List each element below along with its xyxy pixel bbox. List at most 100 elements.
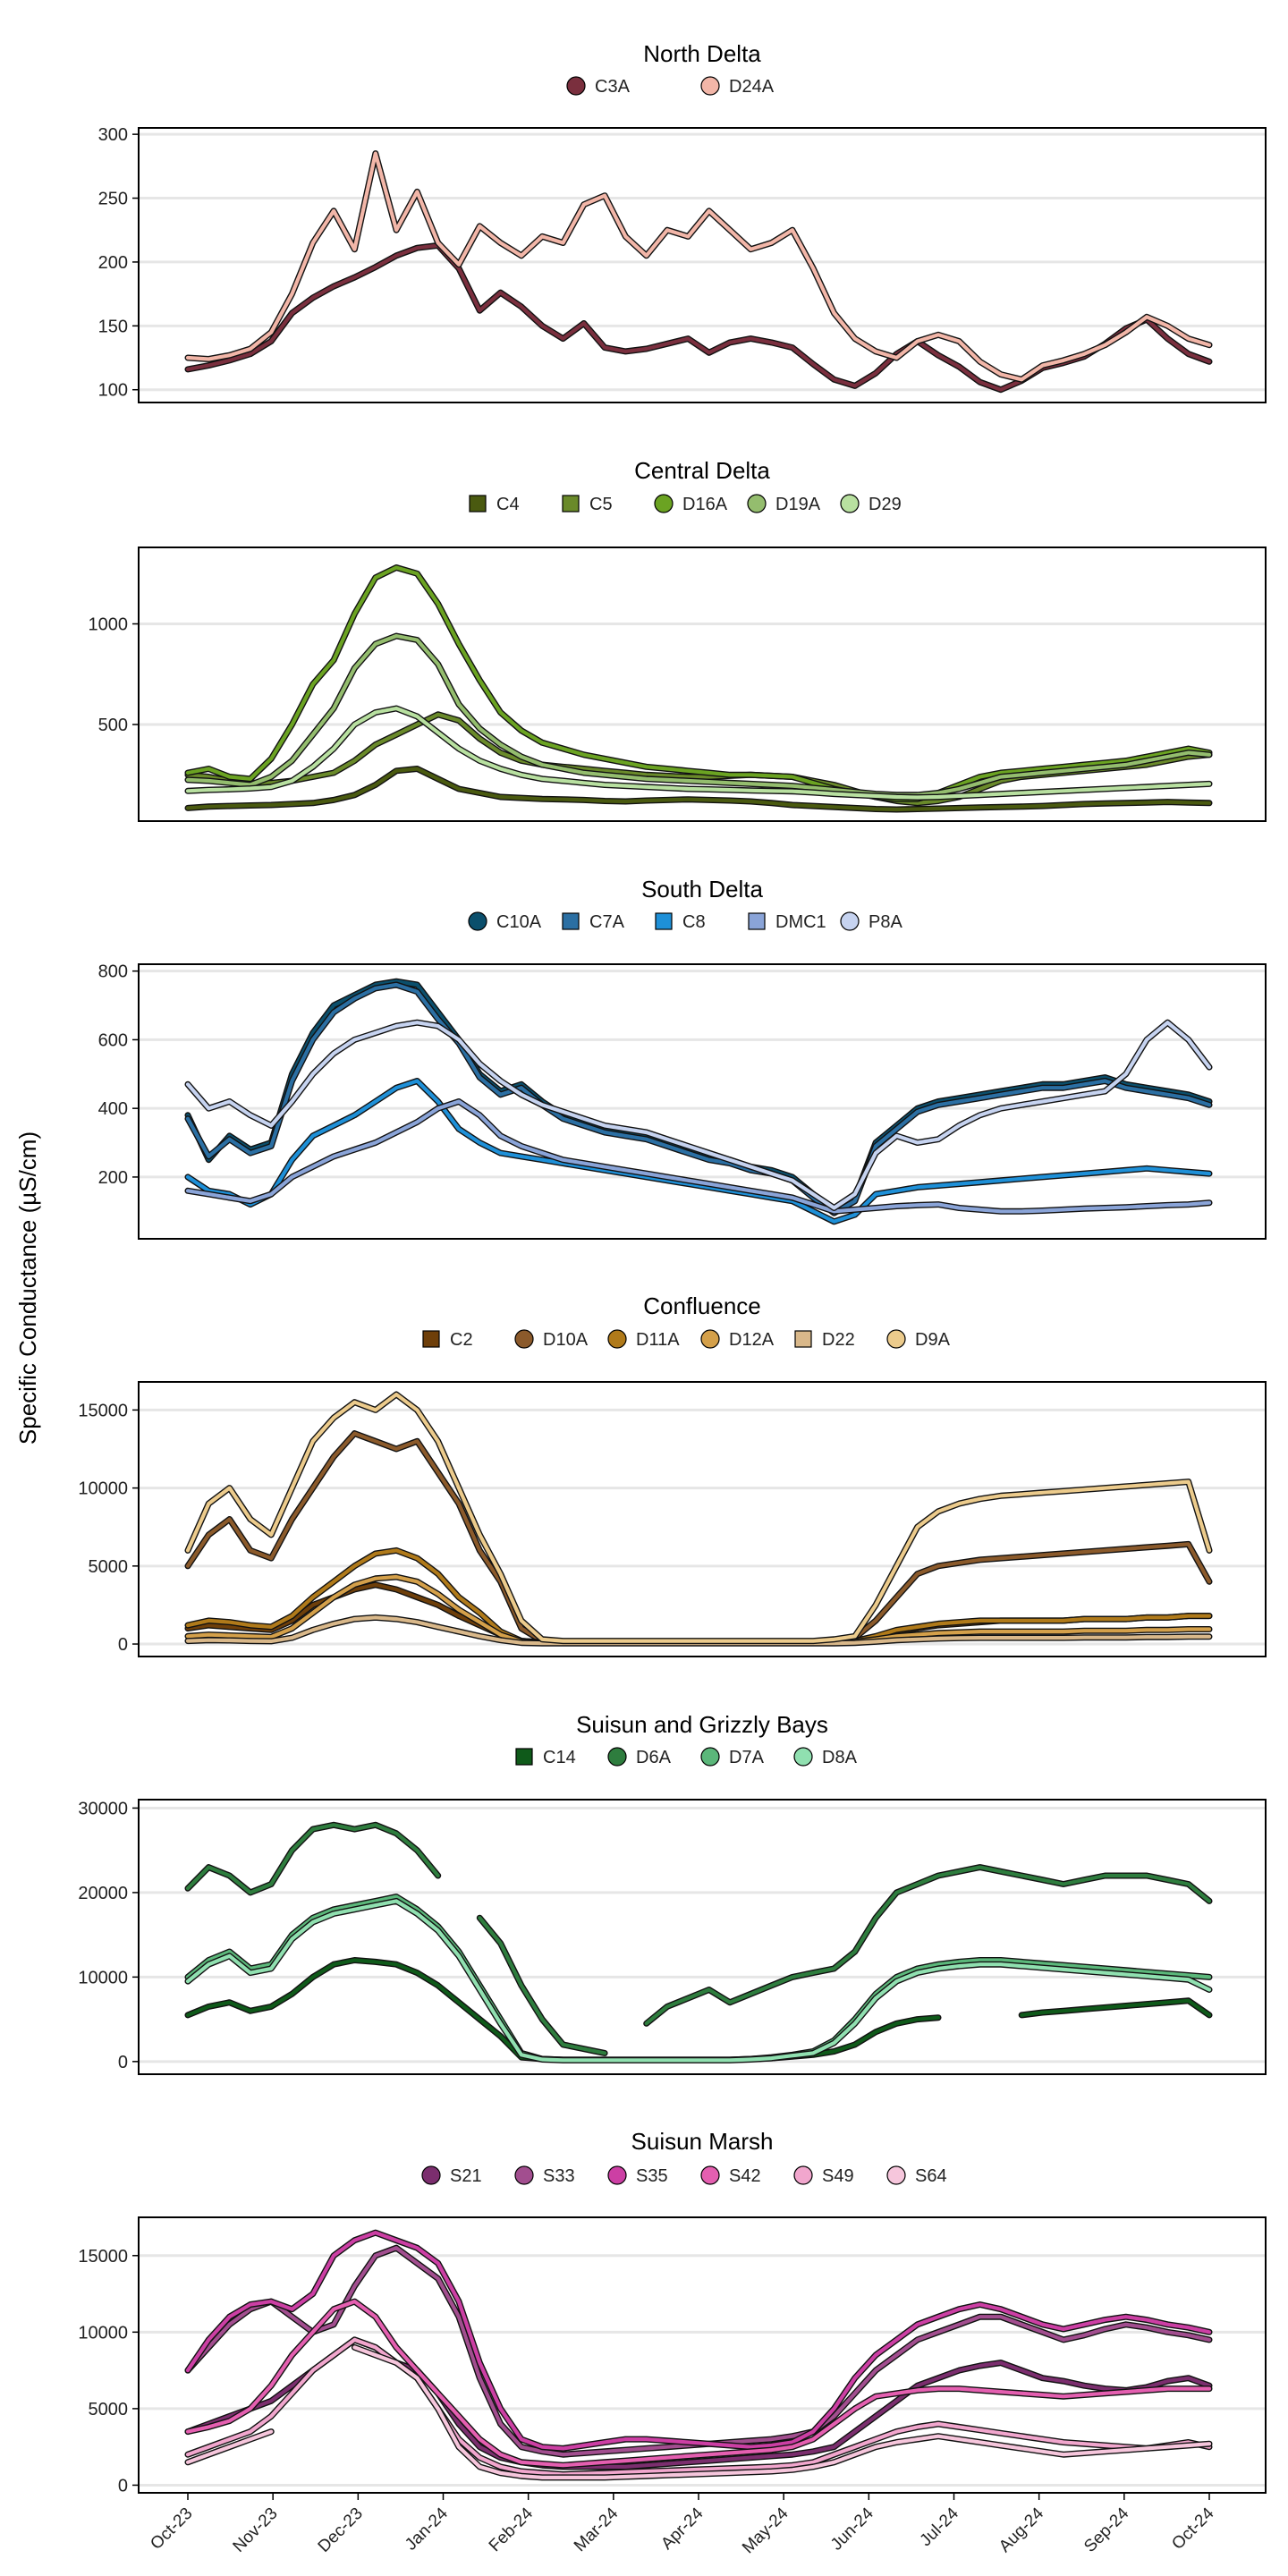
legend-label: D24A (729, 77, 775, 97)
plot-frame (138, 547, 1267, 822)
legend-label: C8 (682, 912, 706, 932)
panel-1: Central Delta C4 C5 D16A D19A D29 500 1000 (89, 457, 1267, 822)
legend-key-square (794, 1330, 812, 1348)
panel-title: Central Delta (634, 457, 770, 484)
legend-label: D19A (775, 495, 821, 514)
panel-2: South Delta C10A C7A C8 DMC1 P8A 200 400 600 800 (98, 876, 1267, 1240)
legend-label: D22 (822, 1330, 855, 1350)
legend-label: S42 (729, 2166, 761, 2186)
legend-label: S35 (636, 2166, 668, 2186)
legend-key-circle (566, 76, 586, 96)
series-line-d6a (644, 1865, 1212, 2026)
legend-item-d9a: D9A (886, 1329, 951, 1350)
panel-title: South Delta (641, 876, 763, 902)
legend-label: D12A (729, 1330, 775, 1350)
legend-label: S49 (822, 2166, 854, 2186)
legend-item-s33: S33 (514, 2165, 575, 2186)
legend-item-d22: D22 (794, 1330, 855, 1350)
y-tick-label: 15000 (78, 1401, 128, 1420)
legend-item-s49: S49 (793, 2165, 854, 2186)
y-tick-label: 150 (98, 317, 128, 336)
panel-title: Suisun and Grizzly Bays (576, 1711, 828, 1738)
x-tick-label: Dec-23 (315, 2504, 367, 2556)
x-tick-label: Oct-24 (1168, 2504, 1217, 2553)
legend-key-circle (514, 2165, 534, 2185)
legend-item-c14: C14 (515, 1748, 576, 1767)
y-tick-label: 20000 (78, 1884, 128, 1903)
series-outline-s35 (184, 2229, 1213, 2452)
y-tick-label: 0 (118, 2053, 128, 2072)
y-tick-label: 250 (98, 190, 128, 209)
legend-item-c2: C2 (422, 1330, 473, 1350)
legend-label: D11A (636, 1330, 680, 1350)
legend-key-circle (840, 911, 860, 931)
legend-item-c10a: C10A (468, 911, 542, 932)
y-tick-label: 200 (98, 1168, 128, 1188)
x-tick-label: Feb-24 (486, 2504, 538, 2555)
series-line-d29 (185, 706, 1212, 800)
plot-frame (138, 963, 1267, 1240)
x-tick-label: Sep-24 (1080, 2504, 1132, 2555)
series-line-d10a (185, 1431, 1212, 1644)
legend-label: C2 (450, 1330, 473, 1350)
legend-label: D10A (543, 1330, 589, 1350)
legend-label: C5 (589, 495, 613, 514)
legend-key-circle (886, 2165, 906, 2185)
legend-key-circle (421, 2165, 441, 2185)
legend-item-p8a: P8A (840, 911, 902, 932)
series-line-s35 (185, 2231, 1212, 2451)
legend-label: D9A (915, 1330, 951, 1350)
plot-frame (138, 1381, 1267, 1657)
series-line-d12a (185, 1574, 1212, 1645)
legend-key-circle (793, 1747, 813, 1767)
legend-item-s42: S42 (700, 2165, 761, 2186)
legend-item-d6a: D6A (607, 1747, 672, 1767)
plot-frame (138, 2216, 1267, 2494)
y-tick-label: 0 (118, 2476, 128, 2496)
series-outline-d8a (184, 1897, 1213, 2063)
legend-key-circle (607, 2165, 627, 2185)
legend-key-circle (654, 494, 674, 513)
x-tick-label: Jun-24 (827, 2504, 877, 2554)
legend-label: C10A (496, 912, 542, 932)
series-line-p8a (185, 1021, 1212, 1210)
legend-key-circle (700, 1747, 720, 1767)
panel-5: Suisun Marsh S21 S33 S35 S42 S49 S64 0 5000 10000… (78, 2128, 1267, 2496)
legend-key-square (422, 1330, 440, 1348)
series-line-c10a (185, 979, 1212, 1214)
y-tick-label: 0 (118, 1635, 128, 1655)
legend-key-circle (886, 1329, 906, 1349)
series-line-d6a (478, 1916, 607, 2055)
panel-title: Confluence (643, 1292, 761, 1319)
legend-item-d19a: D19A (747, 494, 821, 514)
series-line-s49 (185, 2337, 1212, 2477)
series-line-d24a (185, 151, 1212, 382)
series-line-c3a (185, 243, 1212, 392)
panel-0: North Delta C3A D24A 100 150 200 250 300 (98, 40, 1267, 403)
legend-item-s35: S35 (607, 2165, 668, 2186)
legend-label: S64 (915, 2166, 947, 2186)
legend-item-c3a: C3A (566, 76, 631, 97)
legend-label: D6A (636, 1748, 672, 1767)
legend-item-s64: S64 (886, 2165, 947, 2186)
x-tick-label: Nov-23 (230, 2504, 282, 2556)
legend-key-circle (607, 1747, 627, 1767)
legend-key-circle (747, 494, 767, 513)
legend-label: D29 (869, 495, 902, 514)
legend-label: C4 (496, 495, 520, 514)
y-tick-label: 10000 (78, 2323, 128, 2343)
legend-item-d10a: D10A (514, 1329, 589, 1350)
legend-label: D16A (682, 495, 728, 514)
series-line-s42 (185, 2300, 1212, 2468)
legend-item-c8: C8 (655, 912, 706, 932)
legend-key-circle (793, 2165, 813, 2185)
series-line-c8 (185, 1079, 1212, 1224)
x-tick-label: Jul-24 (917, 2504, 963, 2550)
series-outline-d9a (184, 1391, 1213, 1645)
legend-key-square (562, 495, 580, 513)
series-line-c4 (185, 767, 1212, 812)
x-tick-label: Jan-24 (402, 2504, 452, 2554)
x-tick-label: Mar-24 (571, 2504, 623, 2555)
